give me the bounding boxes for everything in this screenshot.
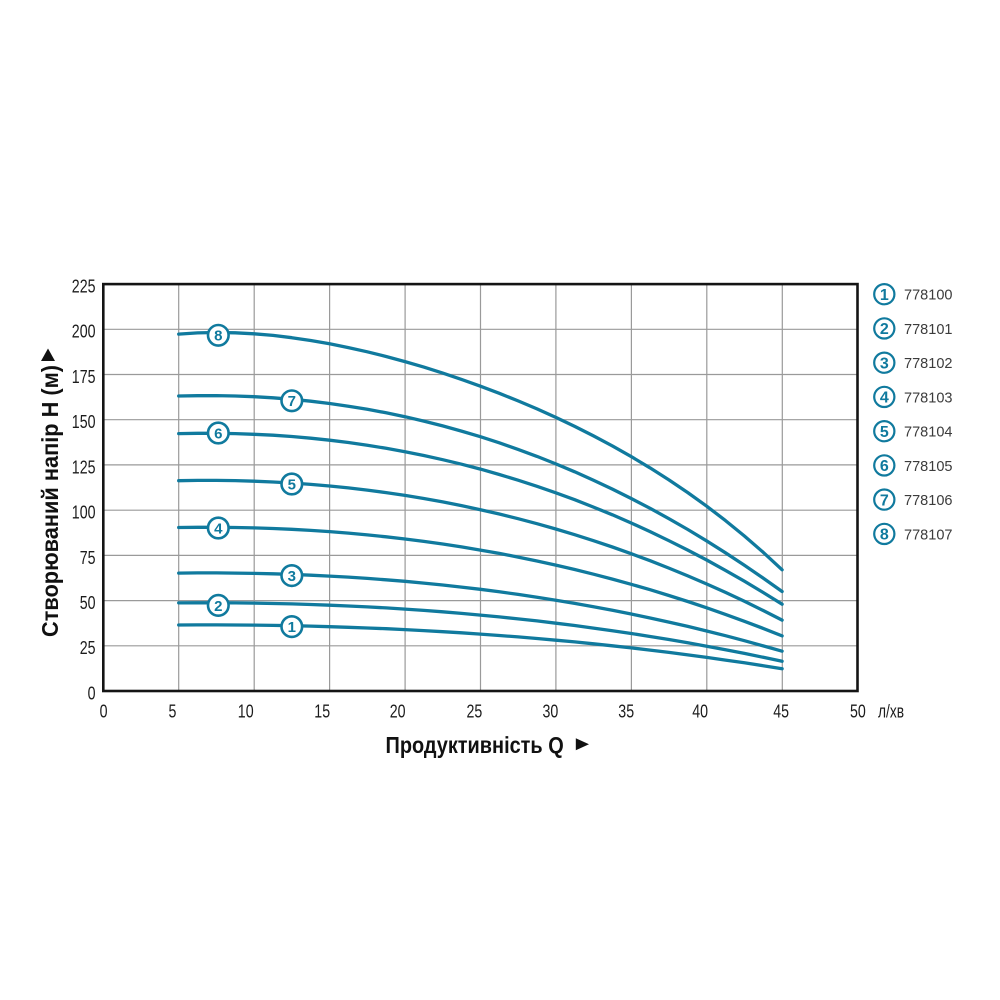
svg-text:3: 3 [288, 568, 296, 585]
svg-text:20: 20 [390, 702, 406, 722]
svg-text:75: 75 [80, 548, 96, 568]
svg-text:778104: 778104 [904, 424, 953, 441]
svg-text:5: 5 [288, 476, 296, 493]
svg-text:15: 15 [314, 702, 330, 722]
svg-text:25: 25 [80, 638, 96, 658]
svg-text:778106: 778106 [904, 492, 953, 509]
svg-text:2: 2 [214, 598, 222, 615]
svg-text:3: 3 [880, 356, 889, 373]
svg-text:8: 8 [214, 328, 222, 345]
svg-text:25: 25 [467, 702, 483, 722]
svg-text:45: 45 [773, 702, 789, 722]
svg-text:1: 1 [288, 619, 296, 636]
svg-text:30: 30 [543, 702, 559, 722]
svg-text:125: 125 [72, 457, 96, 477]
svg-text:8: 8 [880, 527, 889, 544]
svg-text:Створюваний напір H (м): Створюваний напір H (м) [37, 365, 63, 637]
svg-text:л/хв: л/хв [878, 702, 904, 722]
svg-text:4: 4 [880, 390, 889, 407]
svg-text:10: 10 [238, 702, 254, 722]
svg-text:6: 6 [880, 458, 889, 475]
svg-text:Продуктивність Q: Продуктивність Q [386, 732, 564, 758]
svg-text:778105: 778105 [904, 458, 953, 475]
svg-text:5: 5 [169, 702, 177, 722]
svg-text:778100: 778100 [904, 287, 953, 304]
svg-text:200: 200 [72, 322, 96, 342]
svg-text:7: 7 [288, 393, 296, 410]
svg-text:50: 50 [850, 702, 866, 722]
svg-text:5: 5 [880, 424, 889, 441]
svg-text:778102: 778102 [904, 355, 953, 372]
svg-text:40: 40 [692, 702, 708, 722]
svg-text:0: 0 [100, 702, 108, 722]
svg-text:175: 175 [72, 367, 96, 387]
svg-text:4: 4 [214, 520, 223, 537]
svg-text:7: 7 [880, 492, 889, 509]
svg-text:2: 2 [880, 321, 889, 338]
svg-text:778101: 778101 [904, 321, 953, 338]
svg-text:6: 6 [214, 425, 222, 442]
svg-text:50: 50 [80, 593, 96, 613]
svg-text:778107: 778107 [904, 526, 953, 543]
svg-text:778103: 778103 [904, 389, 953, 406]
svg-text:100: 100 [72, 503, 96, 523]
svg-text:35: 35 [618, 702, 634, 722]
svg-text:150: 150 [72, 412, 96, 432]
svg-text:0: 0 [88, 683, 96, 703]
svg-text:1: 1 [880, 287, 889, 304]
svg-text:225: 225 [72, 277, 96, 297]
